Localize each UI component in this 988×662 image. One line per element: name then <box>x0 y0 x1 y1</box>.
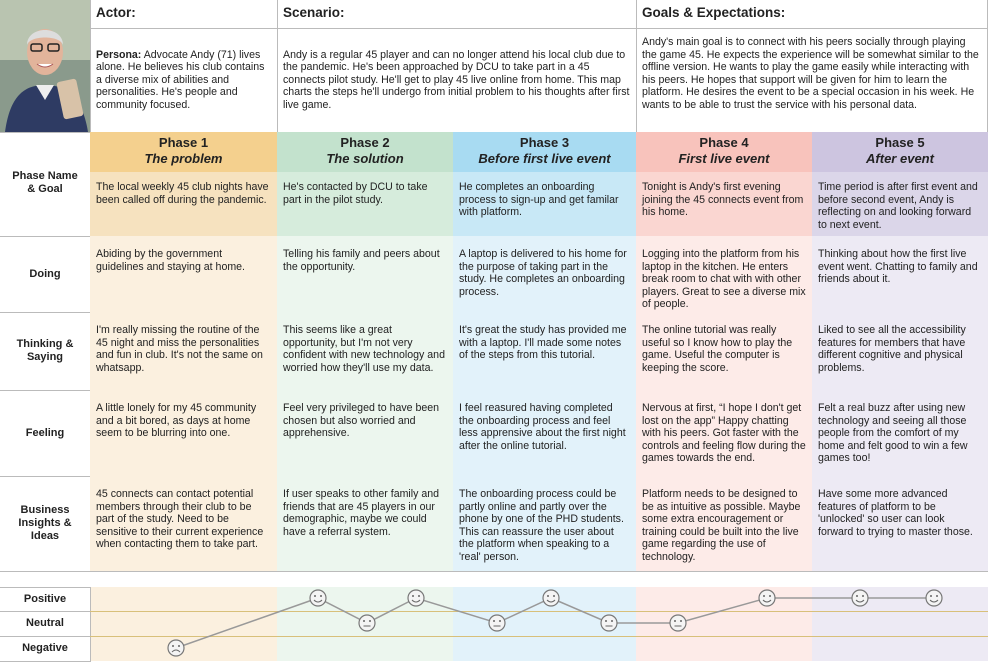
phase-title: The problem <box>144 151 223 166</box>
phase-header: Phase 2 The solution <box>277 132 454 173</box>
thinking-text: I'm really missing the routine of the 45… <box>96 324 263 374</box>
phase-header: Phase 4 First live event <box>636 132 813 173</box>
feeling-text: Felt a real buzz after using new technol… <box>818 402 968 465</box>
row-label: Phase Name & Goal <box>0 132 91 237</box>
goal-text: The local weekly 45 club nights have bee… <box>96 181 269 206</box>
level-line <box>90 611 988 612</box>
phase-doing: Thinking about how the first live event … <box>812 236 988 313</box>
persona-text: Advocate Andy (71) lives alone. He belie… <box>96 48 265 111</box>
phase-name: Phase 4 <box>699 135 749 150</box>
phase-thinking: I'm really missing the routine of the 45… <box>90 312 278 391</box>
phase-title: Before first live event <box>478 151 611 166</box>
insights-text: Have some more advanced features of plat… <box>818 488 973 538</box>
persona-photo <box>0 0 91 133</box>
thinking-text: The online tutorial was really useful so… <box>642 324 793 374</box>
level-line <box>90 636 988 637</box>
doing-text: Logging into the platform from his lapto… <box>642 248 806 311</box>
phase-header: Phase 3 Before first live event <box>453 132 637 173</box>
phase-thinking: This seems like a great opportunity, but… <box>277 312 454 391</box>
phase-feeling: I feel reasured having completed the onb… <box>453 390 637 477</box>
doing-text: Abiding by the government guidelines and… <box>96 248 246 273</box>
row-label: Thinking & Saying <box>0 312 91 391</box>
phase-insights: Have some more advanced features of plat… <box>812 476 988 572</box>
actor-label: Actor: <box>90 0 278 29</box>
phase-doing: A laptop is delivered to his home for th… <box>453 236 637 313</box>
goals-label: Goals & Expectations: <box>636 0 988 29</box>
goals-text: Andy's main goal is to connect with his … <box>636 28 988 133</box>
phase-thinking: The online tutorial was really useful so… <box>636 312 813 391</box>
doing-text: A laptop is delivered to his home for th… <box>459 248 627 298</box>
phase-title: First live event <box>678 151 770 166</box>
goal-text: He completes an onboarding process to si… <box>459 181 619 219</box>
phase-thinking: Liked to see all the accessibility featu… <box>812 312 988 391</box>
phase-header: Phase 1 The problem <box>90 132 278 173</box>
goal-text: Time period is after first event and bef… <box>818 181 978 231</box>
scenario-label: Scenario: <box>277 0 637 29</box>
emotion-band <box>90 587 278 661</box>
phase-doing: Telling his family and peers about the o… <box>277 236 454 313</box>
phase-doing: Logging into the platform from his lapto… <box>636 236 813 313</box>
doing-text: Telling his family and peers about the o… <box>283 248 440 273</box>
persona-label: Persona: <box>96 48 142 61</box>
phase-goal: Tonight is Andy's first evening joining … <box>636 172 813 237</box>
goal-text: Tonight is Andy's first evening joining … <box>642 181 804 219</box>
phase-insights: Platform needs to be designed to be as i… <box>636 476 813 572</box>
phase-title: After event <box>866 151 934 166</box>
phase-feeling: Nervous at first, “I hope I don't get lo… <box>636 390 813 477</box>
phase-feeling: Felt a real buzz after using new technol… <box>812 390 988 477</box>
phase-doing: Abiding by the government guidelines and… <box>90 236 278 313</box>
emotion-band <box>453 587 637 661</box>
phase-insights: 45 connects can contact potential member… <box>90 476 278 572</box>
phase-name: Phase 3 <box>519 135 570 150</box>
phase-goal: The local weekly 45 club nights have bee… <box>90 172 278 237</box>
insights-text: Platform needs to be designed to be as i… <box>642 488 801 563</box>
row-label: Feeling <box>0 390 91 477</box>
phase-title: The solution <box>326 151 404 166</box>
feeling-text: Nervous at first, “I hope I don't get lo… <box>642 402 806 465</box>
row-label: Doing <box>0 236 91 313</box>
phase-insights: The onboarding process could be partly o… <box>453 476 637 572</box>
phase-header: Phase 5 After event <box>812 132 988 173</box>
emotion-level: Negative <box>0 636 91 662</box>
goal-text: He's contacted by DCU to take part in th… <box>283 181 428 206</box>
phase-goal: Time period is after first event and bef… <box>812 172 988 237</box>
insights-text: The onboarding process could be partly o… <box>459 488 624 563</box>
insights-text: 45 connects can contact potential member… <box>96 488 264 551</box>
emotion-level: Neutral <box>0 611 91 637</box>
thinking-text: It's great the study has provided me wit… <box>459 324 627 362</box>
emotion-band <box>812 587 988 661</box>
phase-goal: He's contacted by DCU to take part in th… <box>277 172 454 237</box>
insights-text: If user speaks to other family and frien… <box>283 488 440 538</box>
phase-name: Phase 1 <box>158 135 209 150</box>
scenario-text: Andy is a regular 45 player and can no l… <box>277 28 637 133</box>
phase-name: Phase 5 <box>875 135 925 150</box>
phase-thinking: It's great the study has provided me wit… <box>453 312 637 391</box>
feeling-text: I feel reasured having completed the onb… <box>459 402 626 452</box>
emotion-level: Positive <box>0 587 91 612</box>
persona-cell: Persona: Advocate Andy (71) lives alone.… <box>90 28 278 133</box>
phase-feeling: A little lonely for my 45 community and … <box>90 390 278 477</box>
feeling-text: Feel very privileged to have been chosen… <box>283 402 440 440</box>
emotion-band <box>636 587 813 661</box>
doing-text: Thinking about how the first live event … <box>818 248 978 286</box>
thinking-text: Liked to see all the accessibility featu… <box>818 324 966 374</box>
phase-name: Phase 2 <box>340 135 390 150</box>
emotion-band <box>277 587 454 661</box>
phase-insights: If user speaks to other family and frien… <box>277 476 454 572</box>
feeling-text: A little lonely for my 45 community and … <box>96 402 257 440</box>
scenario-body: Andy is a regular 45 player and can no l… <box>283 48 630 111</box>
phase-goal: He completes an onboarding process to si… <box>453 172 637 237</box>
thinking-text: This seems like a great opportunity, but… <box>283 324 445 374</box>
phase-feeling: Feel very privileged to have been chosen… <box>277 390 454 477</box>
row-label: Business Insights & Ideas <box>0 476 91 572</box>
photo-art <box>0 0 90 132</box>
